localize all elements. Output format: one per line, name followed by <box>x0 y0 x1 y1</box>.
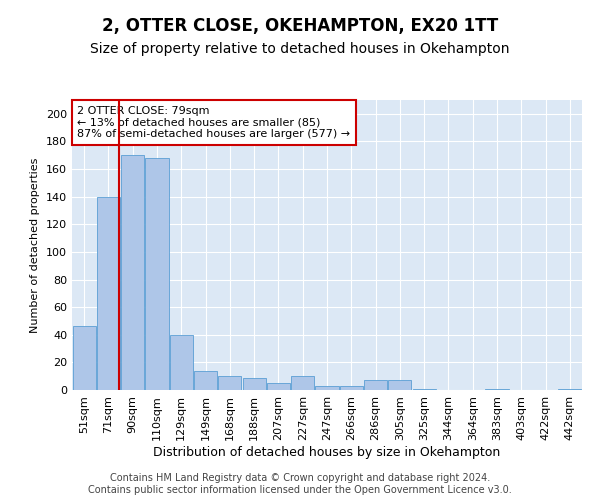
Text: Contains HM Land Registry data © Crown copyright and database right 2024.
Contai: Contains HM Land Registry data © Crown c… <box>88 474 512 495</box>
Bar <box>485 388 509 390</box>
Bar <box>145 158 169 390</box>
Bar <box>413 388 436 390</box>
Bar <box>267 383 290 390</box>
Bar <box>340 386 363 390</box>
Bar <box>364 380 387 390</box>
Bar <box>316 386 338 390</box>
X-axis label: Distribution of detached houses by size in Okehampton: Distribution of detached houses by size … <box>154 446 500 458</box>
Bar <box>73 326 95 390</box>
Bar <box>242 378 266 390</box>
Bar <box>97 196 120 390</box>
Bar <box>170 335 193 390</box>
Bar <box>218 376 241 390</box>
Bar <box>291 376 314 390</box>
Bar <box>121 155 144 390</box>
Bar <box>559 388 581 390</box>
Text: Size of property relative to detached houses in Okehampton: Size of property relative to detached ho… <box>90 42 510 56</box>
Text: 2, OTTER CLOSE, OKEHAMPTON, EX20 1TT: 2, OTTER CLOSE, OKEHAMPTON, EX20 1TT <box>102 18 498 36</box>
Text: 2 OTTER CLOSE: 79sqm
← 13% of detached houses are smaller (85)
87% of semi-detac: 2 OTTER CLOSE: 79sqm ← 13% of detached h… <box>77 106 350 139</box>
Bar <box>388 380 412 390</box>
Bar <box>194 370 217 390</box>
Y-axis label: Number of detached properties: Number of detached properties <box>31 158 40 332</box>
